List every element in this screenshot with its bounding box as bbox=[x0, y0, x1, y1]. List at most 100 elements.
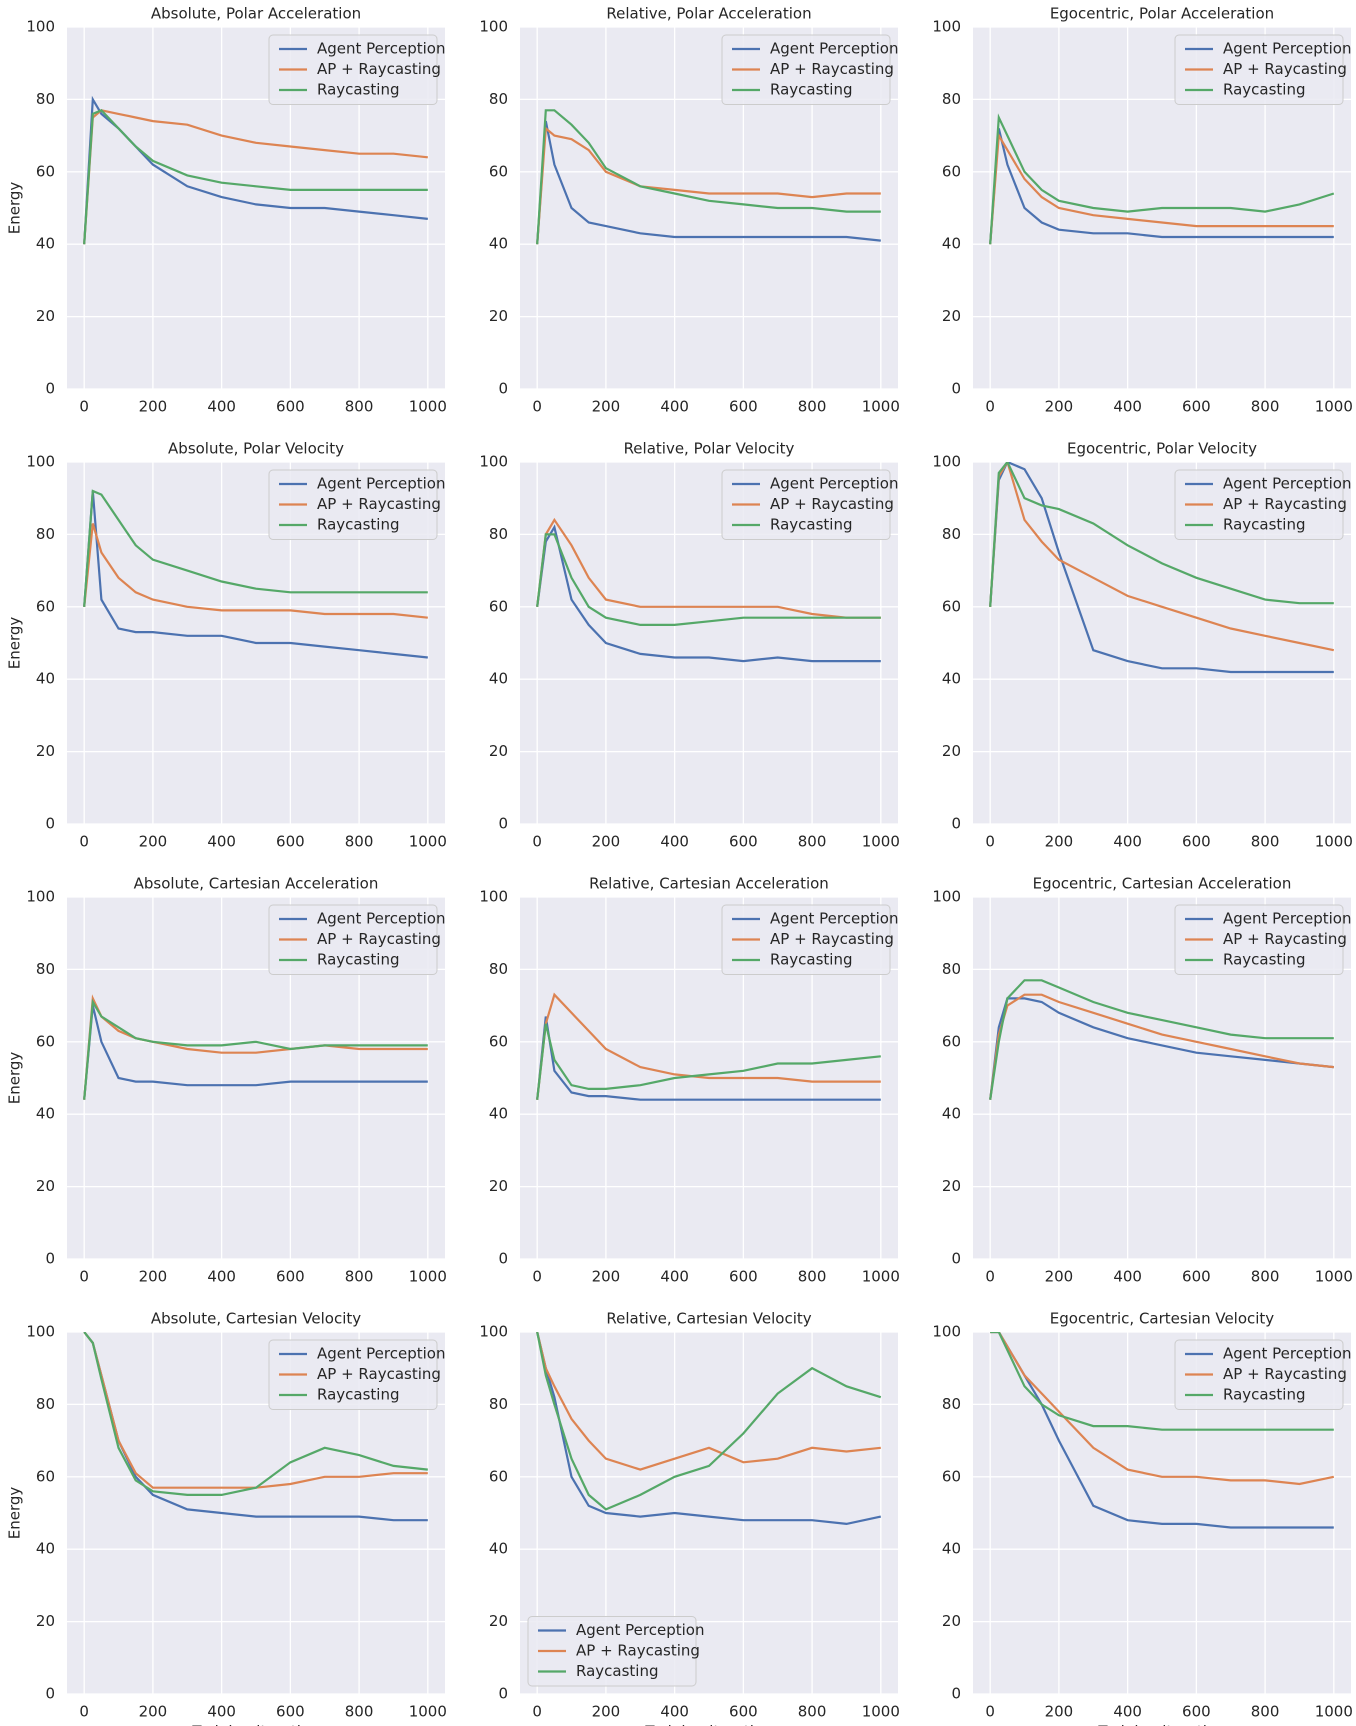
legend-label: Agent Perception bbox=[1223, 910, 1351, 928]
y-tick-label: 80 bbox=[36, 525, 55, 543]
y-tick-label: 40 bbox=[36, 670, 55, 688]
legend: Agent Perception AP + Raycasting Raycastin… bbox=[721, 469, 898, 540]
x-tick-label: 600 bbox=[729, 1703, 758, 1721]
legend-box bbox=[268, 469, 438, 540]
y-tick-label: 100 bbox=[479, 18, 508, 36]
x-tick-label: 600 bbox=[729, 1268, 758, 1286]
y-tick-label: 20 bbox=[942, 1612, 961, 1630]
legend-box bbox=[527, 1616, 697, 1687]
y-tick-label: 100 bbox=[932, 888, 961, 906]
series-line bbox=[536, 533, 881, 626]
series-line bbox=[536, 1016, 881, 1101]
x-tick-label: 400 bbox=[207, 833, 236, 851]
y-tick-label: 20 bbox=[489, 742, 508, 760]
legend: Agent Perception AP + Raycasting Raycastin… bbox=[721, 904, 898, 975]
y-tick-label: 80 bbox=[942, 960, 961, 978]
x-tick-label: 600 bbox=[1182, 833, 1211, 851]
legend: Agent Perception AP + Raycasting Raycastin… bbox=[1174, 34, 1351, 105]
legend: Agent Perception AP + Raycasting Raycastin… bbox=[1174, 469, 1351, 540]
legend-label: AP + Raycasting bbox=[317, 60, 441, 78]
series-line bbox=[536, 109, 881, 245]
legend-label: AP + Raycasting bbox=[1223, 495, 1347, 513]
legend: Agent Perception AP + Raycasting Raycastin… bbox=[721, 34, 898, 105]
y-tick-label: 0 bbox=[45, 815, 55, 833]
legend-label: Raycasting bbox=[576, 1662, 659, 1680]
y-tick-label: 60 bbox=[36, 1467, 55, 1485]
legend-label: Agent Perception bbox=[770, 40, 898, 58]
y-tick-label: 60 bbox=[489, 162, 508, 180]
y-tick-label: 20 bbox=[36, 307, 55, 325]
y-tick-label: 60 bbox=[942, 1032, 961, 1050]
x-tick-label: 600 bbox=[1182, 1268, 1211, 1286]
x-tick-label: 800 bbox=[798, 1268, 827, 1286]
y-tick-label: 20 bbox=[36, 1177, 55, 1195]
x-tick-label: 200 bbox=[1045, 398, 1074, 416]
series-line bbox=[989, 132, 1334, 245]
y-tick-label: 0 bbox=[45, 1250, 55, 1268]
x-tick-label: 1000 bbox=[409, 833, 447, 851]
y-tick-label: 100 bbox=[932, 18, 961, 36]
series-line bbox=[83, 1005, 428, 1100]
legend: Agent Perception AP + Raycasting Raycastin… bbox=[1174, 904, 1351, 975]
legend: Agent Perception AP + Raycasting Raycastin… bbox=[268, 904, 445, 975]
y-tick-label: 40 bbox=[36, 1540, 55, 1558]
series-line bbox=[83, 490, 428, 659]
x-tick-label: 0 bbox=[985, 1268, 995, 1286]
series-line bbox=[989, 979, 1334, 1100]
series-line bbox=[989, 997, 1334, 1100]
y-tick-label: 0 bbox=[45, 380, 55, 398]
x-tick-label: 0 bbox=[79, 1268, 89, 1286]
x-tick-label: 200 bbox=[592, 1703, 621, 1721]
x-tick-label: 800 bbox=[345, 1703, 374, 1721]
x-tick-label: 0 bbox=[985, 398, 995, 416]
legend-label: Raycasting bbox=[317, 951, 400, 969]
y-tick-label: 40 bbox=[36, 1105, 55, 1123]
legend-label: AP + Raycasting bbox=[1223, 60, 1347, 78]
x-tick-label: 200 bbox=[139, 833, 168, 851]
x-tick-label: 800 bbox=[798, 398, 827, 416]
x-tick-label: 0 bbox=[79, 833, 89, 851]
series-line bbox=[989, 128, 1334, 245]
series-line bbox=[536, 517, 881, 619]
x-tick-label: 400 bbox=[207, 398, 236, 416]
x-tick-label: 0 bbox=[985, 1703, 995, 1721]
y-tick-label: 80 bbox=[489, 960, 508, 978]
y-tick-label: 40 bbox=[36, 235, 55, 253]
x-tick-label: 0 bbox=[532, 1703, 542, 1721]
legend-label: Agent Perception bbox=[1223, 40, 1351, 58]
chart-title: Relative, Polar Velocity bbox=[624, 440, 795, 458]
legend-label: Raycasting bbox=[1223, 1386, 1306, 1404]
y-tick-label: 100 bbox=[26, 18, 55, 36]
legend-label: AP + Raycasting bbox=[317, 1365, 441, 1383]
chart-title: Absolute, Cartesian Velocity bbox=[151, 1310, 361, 1328]
y-tick-label: 80 bbox=[36, 1395, 55, 1413]
x-tick-label: 400 bbox=[1113, 1268, 1142, 1286]
x-tick-label: 0 bbox=[532, 398, 542, 416]
y-tick-label: 60 bbox=[36, 162, 55, 180]
y-tick-label: 0 bbox=[951, 1250, 961, 1268]
x-tick-label: 1000 bbox=[409, 1703, 447, 1721]
legend-box bbox=[721, 469, 891, 540]
y-tick-label: 100 bbox=[26, 453, 55, 471]
series-line bbox=[989, 462, 1334, 674]
y-tick-label: 100 bbox=[932, 453, 961, 471]
y-tick-label: 80 bbox=[942, 1395, 961, 1413]
series-line bbox=[83, 95, 428, 245]
y-tick-label: 0 bbox=[498, 380, 508, 398]
y-tick-label: 100 bbox=[479, 453, 508, 471]
x-tick-label: 0 bbox=[532, 1268, 542, 1286]
legend-label: Raycasting bbox=[770, 516, 853, 534]
legend-box bbox=[1174, 34, 1344, 105]
legend-box bbox=[721, 34, 891, 105]
legend-box bbox=[721, 904, 891, 975]
legend-label: Agent Perception bbox=[1223, 1345, 1351, 1363]
y-tick-label: 80 bbox=[36, 960, 55, 978]
legend-label: Agent Perception bbox=[317, 475, 445, 493]
y-tick-label: 80 bbox=[489, 525, 508, 543]
